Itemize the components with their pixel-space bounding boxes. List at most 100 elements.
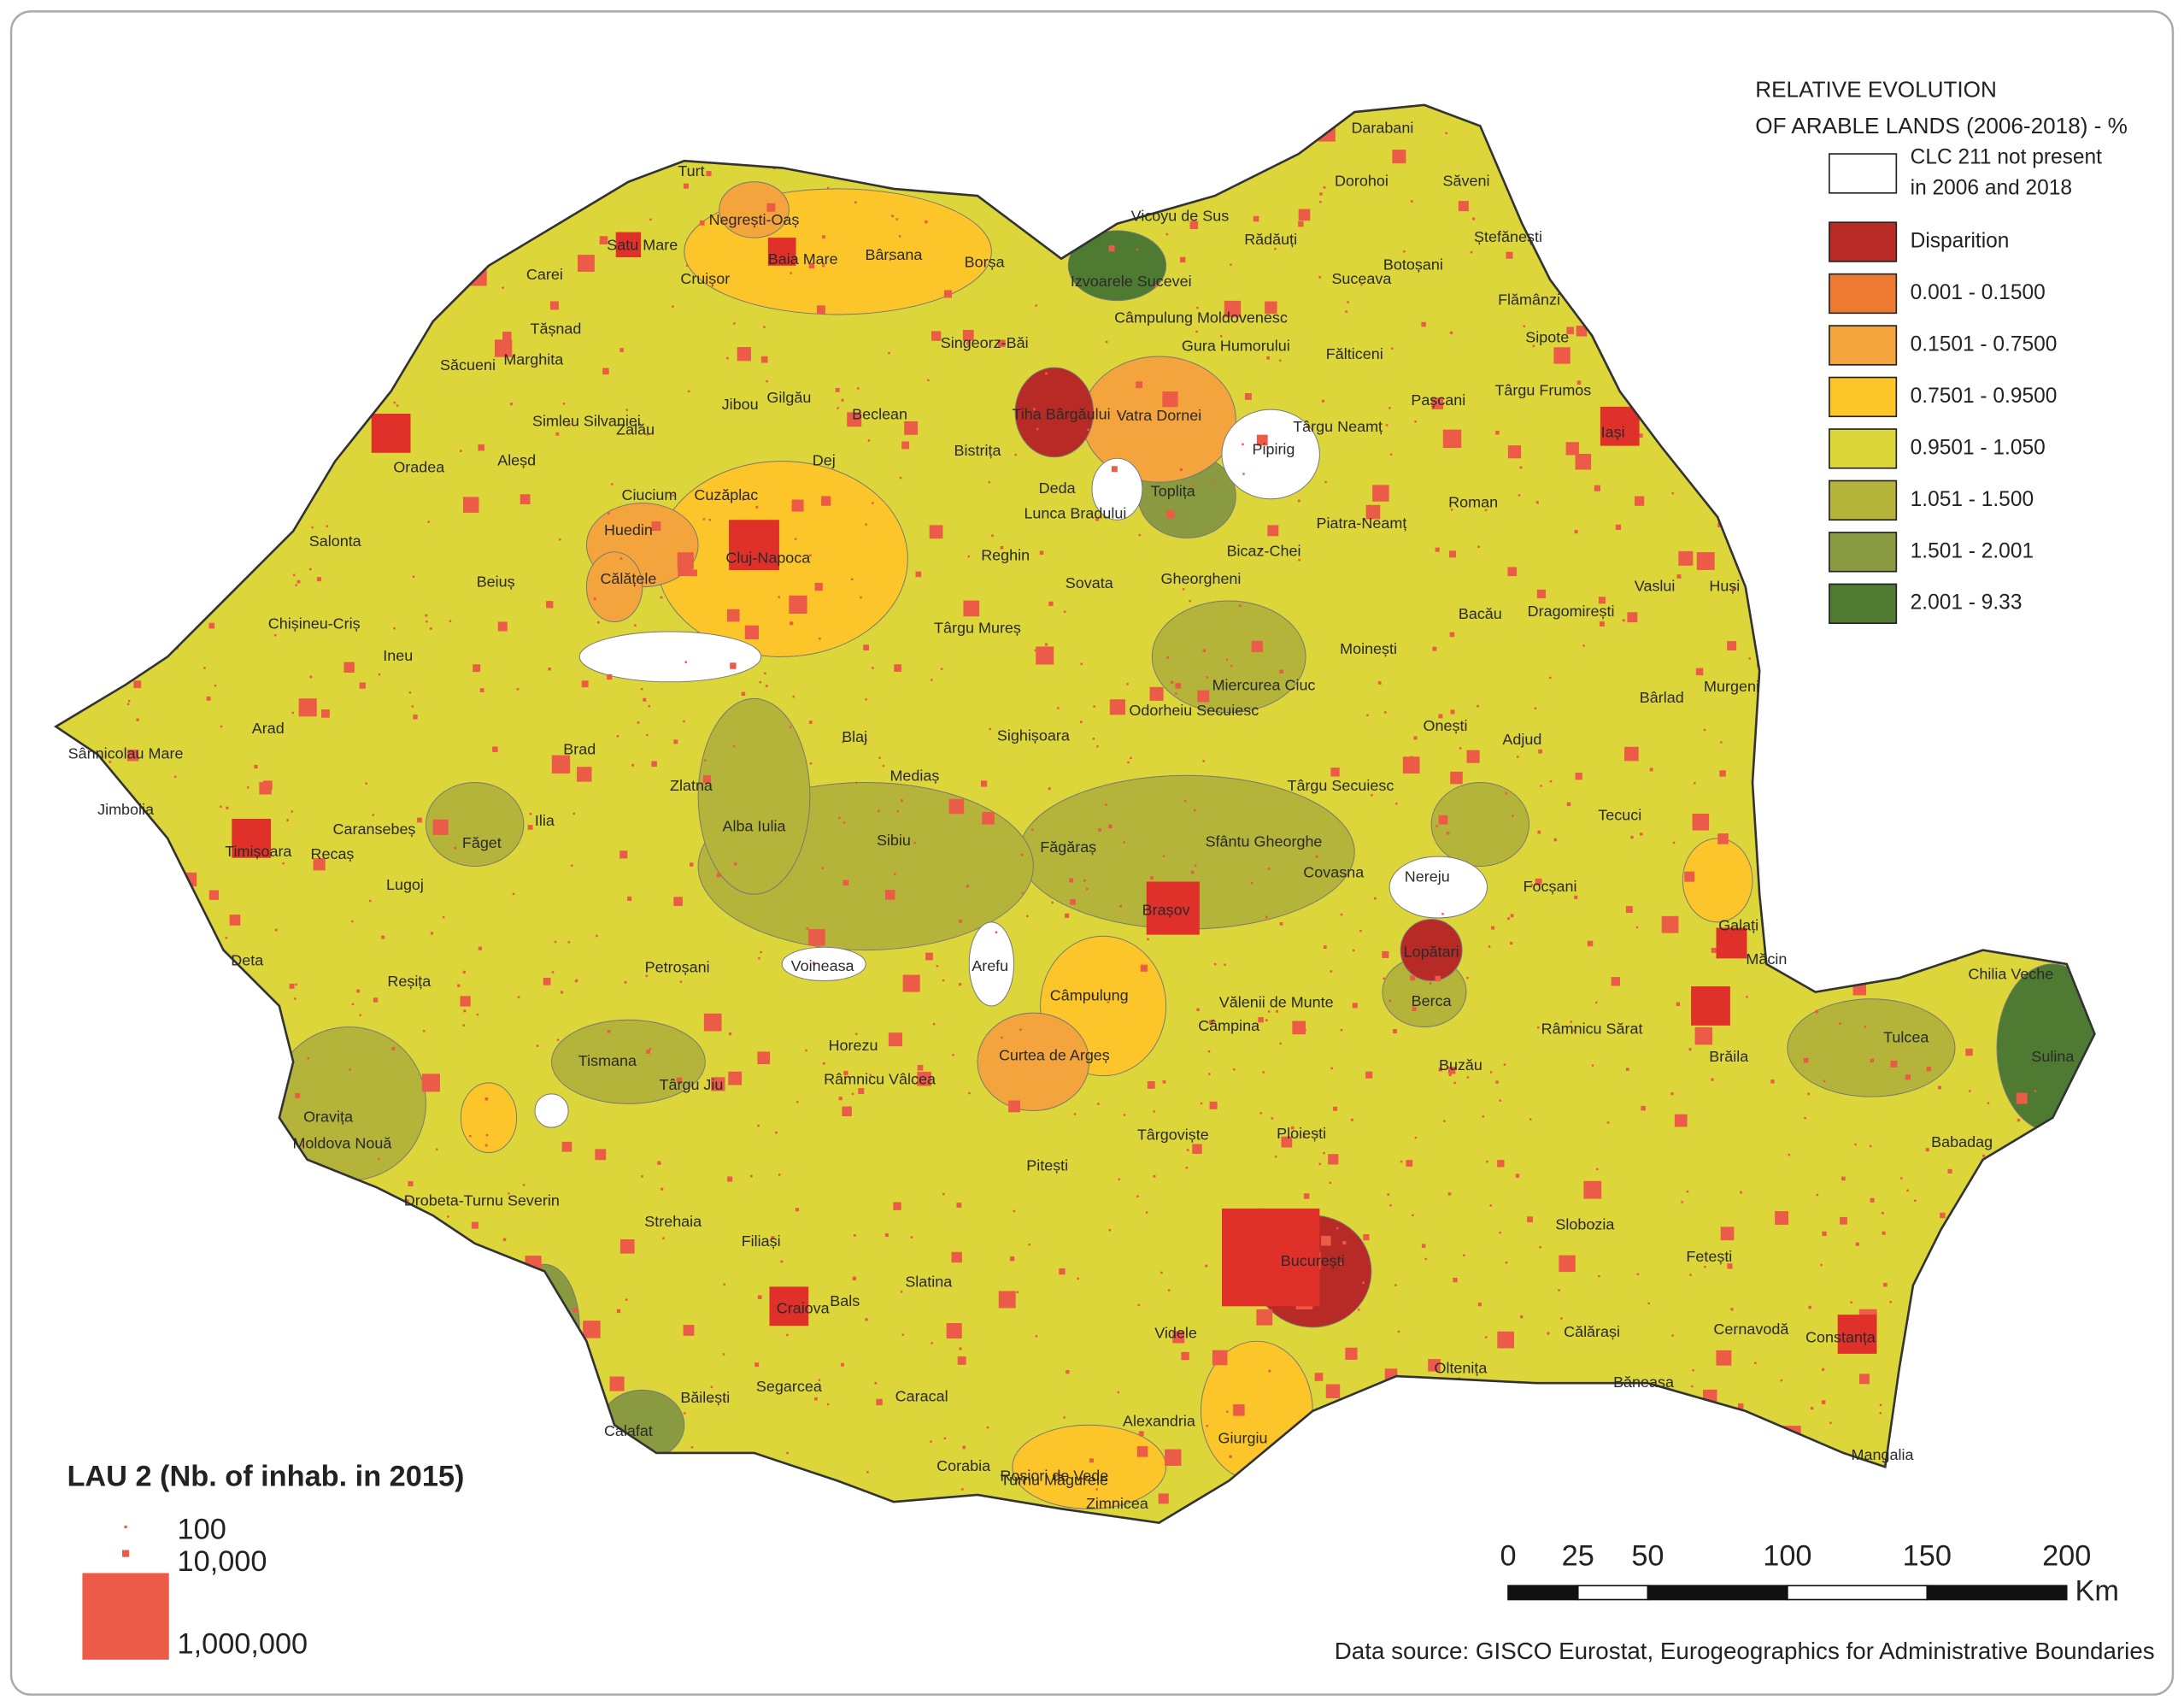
- population-square: [485, 1133, 489, 1137]
- population-square: [1576, 380, 1582, 385]
- population-square: [1123, 841, 1125, 844]
- place-label: Onești: [1424, 717, 1468, 734]
- population-square: [1672, 841, 1676, 844]
- population-square: [1674, 1114, 1688, 1127]
- population-square: [882, 764, 885, 768]
- population-square: [1821, 1400, 1826, 1404]
- place-label: Botoșani: [1383, 256, 1443, 274]
- population-square: [1063, 1416, 1066, 1419]
- population-square: [1640, 832, 1643, 836]
- population-square: [1559, 1255, 1576, 1273]
- population-square: [1622, 619, 1625, 622]
- population-square: [1069, 878, 1074, 883]
- population-square: [662, 1237, 665, 1240]
- population-square: [1740, 1191, 1743, 1194]
- place-label: Sânnicolau Mare: [68, 745, 184, 762]
- population-square: [786, 1333, 789, 1337]
- population-square: [427, 521, 431, 523]
- place-label: Videle: [1154, 1325, 1197, 1342]
- population-square: [893, 873, 896, 875]
- population-square: [536, 1044, 539, 1047]
- population-square: [856, 387, 860, 390]
- population-square: [1097, 1103, 1100, 1105]
- population-square: [520, 494, 531, 505]
- population-square: [1179, 468, 1183, 472]
- place-label: Huedin: [604, 521, 653, 538]
- population-square: [1727, 1263, 1733, 1269]
- place-label: Vălenii de Munte: [1219, 993, 1334, 1010]
- population-square: [1566, 326, 1574, 335]
- population-square: [1549, 676, 1552, 679]
- population-square: [447, 1215, 449, 1218]
- population-square: [790, 272, 793, 274]
- population-square: [462, 497, 479, 513]
- population-square: [1096, 745, 1099, 748]
- place-label: Cluj-Napoca: [725, 550, 810, 567]
- population-square: [728, 1032, 732, 1036]
- population-square: [1279, 1042, 1282, 1045]
- population-square: [1319, 192, 1323, 196]
- population-square: [1595, 1001, 1598, 1004]
- population-square: [1108, 1228, 1112, 1232]
- place-label: Salonta: [309, 532, 361, 550]
- place-label: Iași: [1601, 424, 1625, 441]
- population-square: [690, 569, 697, 577]
- place-label: Huși: [1709, 577, 1740, 594]
- population-square: [1350, 1118, 1353, 1121]
- population-square: [396, 404, 399, 407]
- place-label: Gura Humorului: [1182, 337, 1290, 354]
- population-square: [865, 1318, 868, 1321]
- population-square: [1352, 949, 1355, 952]
- population-square: [853, 1234, 856, 1237]
- population-square: [989, 727, 991, 731]
- population-square: [1576, 326, 1588, 337]
- population-square: [109, 761, 112, 763]
- population-square: [1244, 392, 1252, 400]
- population-square: [966, 341, 971, 345]
- population-square: [1432, 646, 1437, 651]
- population-square: [1341, 1262, 1343, 1265]
- population-square: [1879, 1412, 1882, 1415]
- place-label: Deda: [1039, 479, 1076, 497]
- place-label: Arad: [252, 720, 285, 737]
- population-square: [741, 691, 746, 696]
- population-square: [1095, 1488, 1098, 1491]
- population-square: [683, 183, 690, 189]
- population-square: [1435, 547, 1440, 552]
- population-square: [1330, 1067, 1333, 1070]
- population-square: [1028, 1243, 1030, 1246]
- population-square: [1318, 1162, 1321, 1166]
- population-square: [899, 476, 902, 479]
- population-square: [1435, 825, 1438, 827]
- place-label: Mangalia: [1852, 1446, 1914, 1463]
- population-square: [851, 578, 854, 580]
- population-square: [1926, 1067, 1931, 1072]
- place-label: Singeorz-Băi: [941, 334, 1029, 351]
- population-square: [1267, 525, 1279, 537]
- population-square: [1118, 412, 1122, 416]
- population-square: [1056, 1474, 1059, 1477]
- population-square: [1965, 1048, 1973, 1056]
- population-square: [1540, 785, 1542, 787]
- population-square: [1583, 1180, 1602, 1199]
- place-label: Slatina: [905, 1273, 952, 1290]
- place-label: Reșița: [387, 973, 431, 990]
- legend-label: CLC 211 not present: [1911, 145, 2102, 168]
- population-square: [951, 1251, 962, 1263]
- population-square: [1625, 906, 1633, 913]
- place-label: Satu Mare: [607, 237, 678, 254]
- population-square: [1506, 251, 1513, 259]
- population-square: [1534, 707, 1537, 710]
- population-square: [1387, 1193, 1390, 1196]
- population-legend-square: [82, 1573, 169, 1660]
- place-label: Gilgău: [766, 389, 811, 406]
- population-square: [631, 763, 635, 767]
- population-square: [1882, 1231, 1886, 1235]
- population-square: [1389, 453, 1393, 456]
- population-square: [1720, 741, 1723, 744]
- population-square: [942, 979, 945, 982]
- population-square: [1421, 1244, 1426, 1248]
- place-label: Pipirig: [1252, 440, 1295, 457]
- population-square: [232, 818, 272, 858]
- population-square: [1507, 917, 1510, 921]
